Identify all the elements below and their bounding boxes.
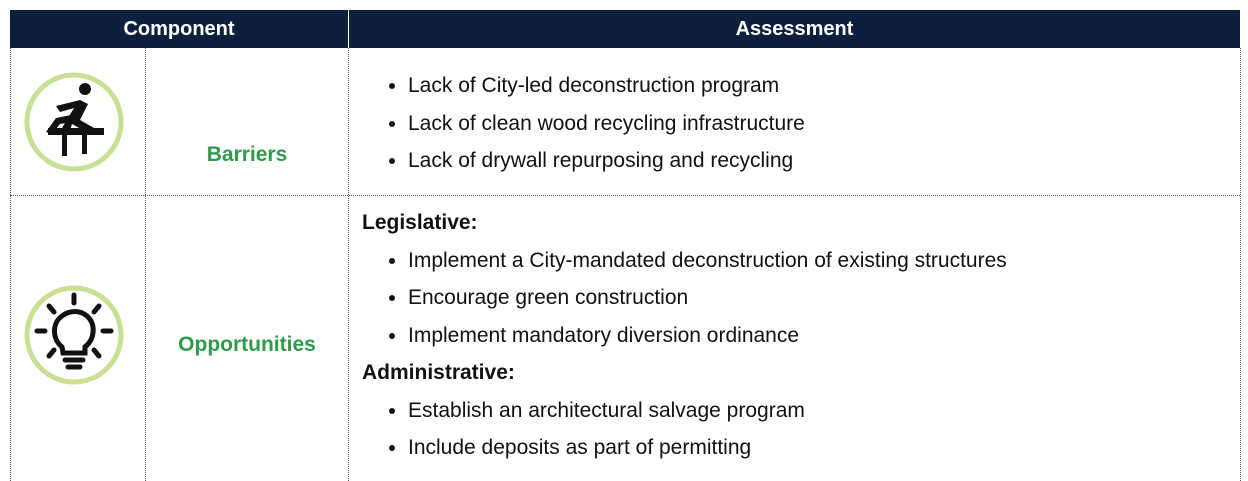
border <box>348 48 349 481</box>
bullet-item: Establish an architectural salvage progr… <box>408 392 1232 430</box>
group-heading: Legislative: <box>362 211 478 234</box>
bullet-list: Implement a City-mandated deconstruction… <box>362 242 1232 355</box>
border <box>1240 48 1241 481</box>
border <box>10 48 11 481</box>
bullet-item: Implement mandatory diversion ordinance <box>408 317 1232 355</box>
component-label: Barriers <box>206 143 288 166</box>
bullet-item: Lack of drywall repurposing and recyclin… <box>408 142 1232 180</box>
header-cell: Component <box>10 10 348 48</box>
barrier-icon <box>24 72 124 172</box>
bullet-item: Lack of City-led deconstruction program <box>408 67 1232 105</box>
bullet-item: Lack of clean wood recycling infrastruct… <box>408 105 1232 143</box>
assessment-cell: Lack of City-led deconstruction programL… <box>362 67 1232 180</box>
border <box>10 195 1240 196</box>
bullet-item: Include deposits as part of permitting <box>408 429 1232 467</box>
component-label: Opportunities <box>178 333 316 356</box>
bullet-item: Implement a City-mandated deconstruction… <box>408 242 1232 280</box>
header-cell: Assessment <box>349 10 1240 48</box>
lightbulb-icon <box>24 285 124 385</box>
bullet-list: Lack of City-led deconstruction programL… <box>362 67 1232 180</box>
bullet-item: Encourage green construction <box>408 279 1232 317</box>
border <box>145 48 146 481</box>
bullet-list: Establish an architectural salvage progr… <box>362 392 1232 467</box>
group-heading: Administrative: <box>362 361 515 384</box>
assessment-cell: Legislative: Implement a City-mandated de… <box>362 204 1232 467</box>
